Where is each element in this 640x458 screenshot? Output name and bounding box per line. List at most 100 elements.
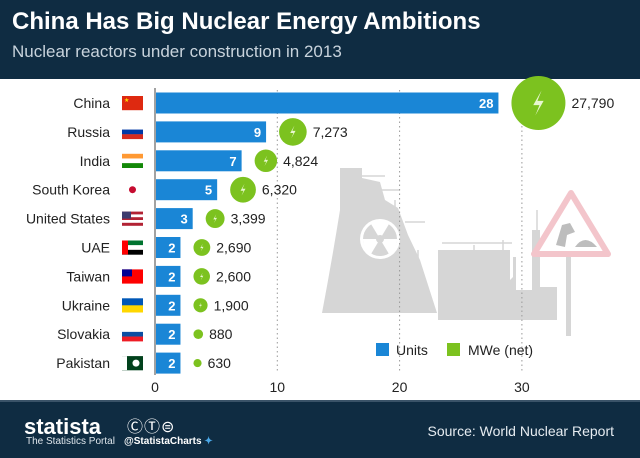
x-tick-label: 20	[392, 379, 408, 395]
category-label: UAE	[81, 240, 110, 256]
statista-logo[interactable]: statista	[24, 414, 102, 439]
twitter-icon: ✦	[204, 436, 213, 447]
mwe-bubble	[193, 329, 204, 340]
mwe-value-label: 1,900	[214, 297, 249, 313]
bar-row-india: India 7 4,824	[80, 149, 318, 173]
bar-row-taiwan: Taiwan 2 2,600	[66, 265, 251, 287]
bar-value-label: 2	[168, 356, 175, 371]
bar-units	[156, 179, 218, 201]
bar-value-label: 2	[168, 327, 175, 342]
lightning-icon	[240, 183, 246, 196]
bar-row-china: China ★ 28 27,790	[73, 76, 614, 130]
x-tick-label: 0	[151, 379, 159, 395]
construction-illustration	[322, 168, 611, 336]
bar-row-uae: UAE 2 2,690	[81, 237, 252, 258]
bar-value-label: 28	[479, 96, 493, 111]
chart-title: China Has Big Nuclear Energy Ambitions	[12, 8, 481, 35]
flag-icon	[122, 182, 143, 197]
flag-stripe	[122, 163, 143, 168]
bar-value-label: 2	[168, 241, 175, 256]
flag-emblem	[122, 356, 127, 371]
flag-emblem	[122, 211, 131, 219]
handle-text: @StatistaCharts	[124, 436, 202, 447]
flag-stripe	[122, 327, 143, 333]
category-label: South Korea	[32, 182, 110, 198]
flag-icon	[122, 298, 143, 313]
header: China Has Big Nuclear Energy Ambitions N…	[0, 0, 640, 79]
flag-emblem	[122, 240, 128, 255]
flag-icon	[122, 327, 143, 342]
category-label: China	[73, 95, 110, 111]
bar-value-label: 3	[180, 212, 187, 227]
legend-label-units: Units	[396, 342, 428, 358]
category-label: Slovakia	[57, 326, 110, 342]
flag-icon	[122, 124, 143, 140]
flag-emblem	[129, 186, 136, 194]
flag-stripe	[122, 158, 143, 164]
lightning-icon	[200, 272, 204, 281]
sign-post	[566, 255, 571, 336]
lightning-icon	[213, 214, 217, 223]
bar-units	[156, 208, 193, 230]
flag-stripe	[122, 220, 143, 223]
category-label: Taiwan	[66, 268, 110, 284]
flag-stripe	[122, 298, 143, 306]
flag-stripe	[122, 134, 143, 140]
x-axis: 0 10 20 30	[151, 379, 530, 395]
mwe-value-label: 630	[208, 355, 232, 371]
mwe-value-label: 3,399	[231, 211, 266, 227]
bar-row-slovakia: Slovakia 2 880	[57, 323, 233, 345]
flag-stripe	[122, 305, 143, 313]
flag-stripe	[122, 356, 143, 371]
mwe-value-label: 4,824	[283, 153, 318, 169]
flag-icon	[122, 240, 143, 255]
flag-emblem: ★	[124, 97, 129, 104]
lightning-icon	[263, 155, 269, 166]
legend-swatch-mwe	[447, 343, 460, 356]
flag-stripe	[122, 245, 143, 251]
flag-stripe	[122, 249, 143, 255]
mwe-value-label: 2,600	[216, 268, 251, 284]
flag-stripe	[122, 96, 143, 111]
flag-stripe	[122, 214, 143, 218]
lightning-icon	[200, 243, 204, 252]
flag-stripe	[122, 336, 143, 342]
flag-stripe	[122, 222, 143, 226]
bar-value-label: 5	[205, 183, 212, 198]
bar-units	[156, 237, 181, 258]
bar-units	[156, 352, 181, 374]
category-label: United States	[26, 211, 110, 227]
bar-value-label: 2	[168, 298, 175, 313]
bar-value-label: 9	[254, 125, 261, 140]
creative-commons-icon: ⒸⓉ⊜	[127, 419, 176, 436]
flag-emblem	[122, 269, 132, 277]
bar-row-ukraine: Ukraine 2 1,900	[62, 294, 249, 316]
bar-units	[156, 92, 499, 114]
bar-units	[156, 150, 242, 172]
twitter-handle[interactable]: @StatistaCharts ✦	[124, 436, 213, 447]
mwe-value-label: 2,690	[216, 240, 251, 256]
flag-icon	[122, 269, 143, 284]
x-tick-label: 30	[514, 379, 530, 395]
flag-icon: ★	[122, 96, 143, 111]
x-tick-label: 10	[270, 379, 286, 395]
flag-icon	[122, 211, 143, 226]
bar-units	[156, 294, 181, 316]
mwe-value-label: 7,273	[313, 124, 348, 140]
bar-row-russia: Russia 9 7,273	[67, 118, 348, 146]
footer: statista The Statistics Portal ⒸⓉ⊜ @Stat…	[0, 400, 640, 458]
category-label: Pakistan	[56, 355, 110, 371]
construction-sign-icon	[531, 190, 611, 257]
flag-stripe	[122, 124, 143, 130]
flag-stripe	[122, 240, 143, 246]
chart: China ★ 28 27,790 Russia 9 7,273 India 7 4,824 Sou…	[26, 76, 614, 395]
mwe-value-label: 6,320	[262, 182, 297, 198]
lightning-icon	[199, 302, 202, 309]
legend-swatch-units	[376, 343, 389, 356]
flag-stripe	[122, 153, 143, 159]
flag-stripe	[122, 331, 143, 337]
building-icon	[438, 230, 557, 320]
chart-subtitle: Nuclear reactors under construction in 2…	[12, 42, 342, 61]
flag-emblem	[132, 359, 140, 367]
bar-units	[156, 121, 267, 143]
